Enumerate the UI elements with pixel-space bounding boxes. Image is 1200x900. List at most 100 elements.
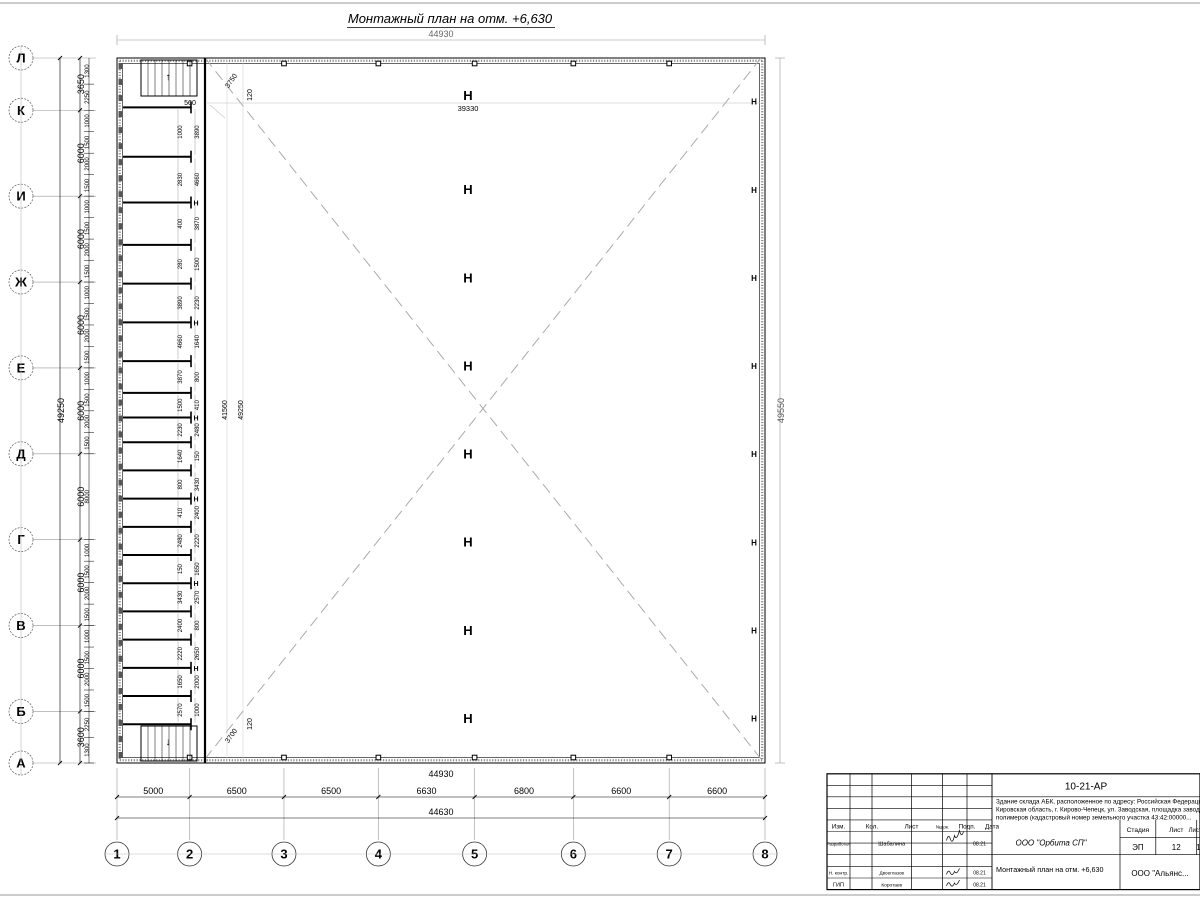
svg-text:ООО "Орбита СП": ООО "Орбита СП" xyxy=(1015,838,1087,847)
svg-text:6800: 6800 xyxy=(514,786,534,796)
svg-text:2230: 2230 xyxy=(178,423,184,437)
svg-text:49250: 49250 xyxy=(56,398,66,423)
svg-text:Стадия: Стадия xyxy=(1127,827,1150,834)
svg-text:2000: 2000 xyxy=(195,675,201,689)
svg-text:↓: ↓ xyxy=(166,737,171,748)
svg-text:2000: 2000 xyxy=(85,586,91,600)
svg-text:Листов: Листов xyxy=(1189,828,1200,834)
svg-text:12: 12 xyxy=(1172,843,1181,852)
svg-text:2570: 2570 xyxy=(195,590,201,604)
svg-text:1000: 1000 xyxy=(85,371,91,385)
svg-text:Дата: Дата xyxy=(985,824,999,831)
svg-text:400: 400 xyxy=(178,218,184,229)
svg-text:H: H xyxy=(193,666,198,673)
svg-text:3750: 3750 xyxy=(224,73,239,90)
svg-text:1000: 1000 xyxy=(85,285,91,299)
svg-text:2220: 2220 xyxy=(195,534,201,548)
svg-text:полимеров (кадастровый номер з: полимеров (кадастровый номер земельного … xyxy=(996,814,1192,822)
svg-text:H: H xyxy=(463,88,472,103)
svg-text:3430: 3430 xyxy=(178,590,184,604)
svg-text:1500: 1500 xyxy=(85,650,91,664)
svg-text:H: H xyxy=(193,320,198,327)
svg-text:H: H xyxy=(463,535,472,550)
svg-text:H: H xyxy=(751,98,757,107)
svg-text:H: H xyxy=(463,623,472,638)
svg-text:2000: 2000 xyxy=(85,157,91,171)
svg-text:ЭП: ЭП xyxy=(1132,843,1144,852)
svg-text:1500: 1500 xyxy=(85,221,91,235)
svg-text:Разработал: Разработал xyxy=(827,842,851,847)
svg-text:Н. контр.: Н. контр. xyxy=(829,871,849,877)
svg-text:2400: 2400 xyxy=(195,505,201,519)
svg-text:H: H xyxy=(751,450,757,459)
svg-text:2250: 2250 xyxy=(85,90,91,104)
svg-text:№док.: №док. xyxy=(936,825,949,830)
svg-text:2480: 2480 xyxy=(178,534,184,548)
svg-text:↑: ↑ xyxy=(166,72,171,83)
svg-text:2480: 2480 xyxy=(195,423,201,437)
svg-text:Изм.: Изм. xyxy=(832,824,846,831)
svg-text:1: 1 xyxy=(1196,843,1200,852)
svg-text:08.21: 08.21 xyxy=(973,882,986,888)
svg-text:1000: 1000 xyxy=(85,200,91,214)
svg-text:3870: 3870 xyxy=(195,216,201,230)
svg-text:41560: 41560 xyxy=(222,400,229,420)
svg-text:H: H xyxy=(751,538,757,547)
svg-text:H: H xyxy=(193,497,198,504)
svg-text:2000: 2000 xyxy=(85,242,91,256)
svg-text:1500: 1500 xyxy=(178,398,184,412)
svg-text:Лист: Лист xyxy=(1169,827,1183,834)
svg-text:39330: 39330 xyxy=(458,104,479,113)
svg-text:1500: 1500 xyxy=(85,565,91,579)
svg-text:1500: 1500 xyxy=(85,135,91,149)
svg-text:1640: 1640 xyxy=(178,449,184,463)
svg-text:1500: 1500 xyxy=(85,307,91,321)
svg-text:H: H xyxy=(463,358,472,373)
svg-text:Лист: Лист xyxy=(905,824,919,831)
svg-text:Монтажный план на отм. +6,630: Монтажный план на отм. +6,630 xyxy=(348,11,553,26)
svg-text:Кол.: Кол. xyxy=(866,824,879,831)
svg-text:1650: 1650 xyxy=(178,675,184,689)
svg-text:44930: 44930 xyxy=(428,29,453,39)
svg-text:H: H xyxy=(751,274,757,283)
svg-text:Д: Д xyxy=(16,446,26,461)
svg-text:А: А xyxy=(16,756,26,771)
svg-text:1300: 1300 xyxy=(85,743,91,757)
svg-text:1500: 1500 xyxy=(85,393,91,407)
svg-text:1000: 1000 xyxy=(195,703,201,717)
svg-text:1000: 1000 xyxy=(85,114,91,128)
svg-text:H: H xyxy=(751,626,757,635)
svg-text:ООО "Альянс...: ООО "Альянс... xyxy=(1131,869,1188,878)
svg-text:2250: 2250 xyxy=(85,717,91,731)
svg-text:800: 800 xyxy=(195,371,201,382)
svg-text:1000: 1000 xyxy=(85,629,91,643)
svg-text:800: 800 xyxy=(195,620,201,631)
svg-text:3890: 3890 xyxy=(178,296,184,310)
svg-text:08.21: 08.21 xyxy=(973,842,986,848)
svg-text:2400: 2400 xyxy=(178,618,184,632)
svg-text:2000: 2000 xyxy=(85,414,91,428)
svg-text:H: H xyxy=(193,416,198,423)
svg-text:1650: 1650 xyxy=(195,562,201,576)
svg-text:Ж: Ж xyxy=(14,275,27,290)
svg-text:3430: 3430 xyxy=(195,477,201,491)
svg-text:49250: 49250 xyxy=(238,400,245,420)
svg-text:6600: 6600 xyxy=(611,786,631,796)
svg-text:H: H xyxy=(193,581,198,588)
svg-text:Двоеглазов: Двоеглазов xyxy=(880,871,905,876)
svg-text:H: H xyxy=(463,447,472,462)
svg-text:280: 280 xyxy=(178,259,184,270)
svg-text:1500: 1500 xyxy=(85,264,91,278)
svg-text:4660: 4660 xyxy=(195,172,201,186)
svg-text:150: 150 xyxy=(195,451,201,462)
svg-text:Здание склада АБК, расположенн: Здание склада АБК, расположенное по адре… xyxy=(996,797,1200,805)
svg-text:3870: 3870 xyxy=(178,370,184,384)
svg-text:8000: 8000 xyxy=(85,489,91,503)
svg-text:1500: 1500 xyxy=(85,608,91,622)
svg-text:120: 120 xyxy=(247,718,254,730)
svg-text:1500: 1500 xyxy=(85,436,91,450)
svg-text:H: H xyxy=(751,715,757,724)
svg-text:2650: 2650 xyxy=(195,646,201,660)
svg-text:10-21-АР: 10-21-АР xyxy=(1065,781,1108,792)
svg-text:4660: 4660 xyxy=(178,334,184,348)
